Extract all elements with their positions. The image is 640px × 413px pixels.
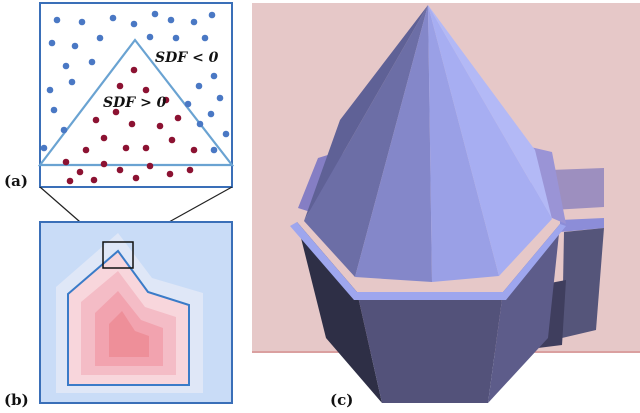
outside-sample-point xyxy=(131,21,138,28)
inside-sample-point xyxy=(91,177,98,184)
inside-sample-point xyxy=(157,123,164,130)
outside-sample-point xyxy=(41,145,48,152)
outside-sample-point xyxy=(49,40,56,47)
inside-sample-point xyxy=(117,83,124,90)
outside-sample-point xyxy=(54,17,61,24)
outside-sample-point xyxy=(63,63,70,70)
inside-sample-point xyxy=(167,171,174,178)
outside-sample-point xyxy=(202,35,209,42)
inside-sample-point xyxy=(131,67,138,74)
inside-sample-point xyxy=(83,147,90,154)
inside-sample-point xyxy=(143,87,150,94)
outside-sample-point xyxy=(152,11,159,18)
inside-sample-point xyxy=(93,117,100,124)
inside-sample-point xyxy=(123,145,130,152)
outside-sample-point xyxy=(61,127,68,134)
inside-sample-point xyxy=(101,135,108,142)
panel-c xyxy=(252,3,640,413)
outside-sample-point xyxy=(47,87,54,94)
inside-sample-point xyxy=(67,178,74,185)
outside-sample-point xyxy=(223,131,230,138)
outside-sample-point xyxy=(173,35,180,42)
inside-sample-point xyxy=(191,147,198,154)
prism-front-face xyxy=(357,292,503,403)
outside-sample-point xyxy=(196,83,203,90)
outside-sample-point xyxy=(197,121,204,128)
sdf-positive-label: SDF > 0 xyxy=(103,95,167,111)
sdf-negative-label: SDF < 0 xyxy=(155,50,219,66)
outside-sample-point xyxy=(110,15,117,22)
outside-sample-point xyxy=(211,73,218,80)
inside-sample-point xyxy=(169,137,176,144)
outside-sample-point xyxy=(72,43,79,50)
outside-sample-point xyxy=(79,19,86,26)
outside-sample-point xyxy=(191,19,198,26)
outside-sample-point xyxy=(208,111,215,118)
inside-sample-point xyxy=(147,163,154,170)
inside-sample-point xyxy=(133,175,140,182)
outside-sample-point xyxy=(209,12,216,19)
inside-sample-point xyxy=(77,169,84,176)
inside-sample-point xyxy=(63,159,70,166)
inside-sample-point xyxy=(143,145,150,152)
outside-sample-point xyxy=(211,147,218,154)
inside-sample-point xyxy=(101,161,108,168)
outside-sample-point xyxy=(69,79,76,86)
panel-a-label: (a) xyxy=(4,172,28,190)
outside-sample-point xyxy=(217,95,224,102)
outside-sample-point xyxy=(51,107,58,114)
inside-sample-point xyxy=(175,115,182,122)
panel-b xyxy=(40,222,232,403)
inside-sample-point xyxy=(129,121,136,128)
outside-sample-point xyxy=(97,35,104,42)
inside-sample-point xyxy=(187,167,194,174)
outside-sample-point xyxy=(147,34,154,41)
outside-sample-point xyxy=(185,101,192,108)
outside-sample-point xyxy=(168,17,175,24)
panel-a: SDF < 0 SDF > 0 xyxy=(40,3,232,187)
inside-sample-point xyxy=(117,167,124,174)
panel-b-label: (b) xyxy=(4,391,29,409)
panel-c-label: (c) xyxy=(330,391,353,409)
outside-sample-point xyxy=(89,59,96,66)
